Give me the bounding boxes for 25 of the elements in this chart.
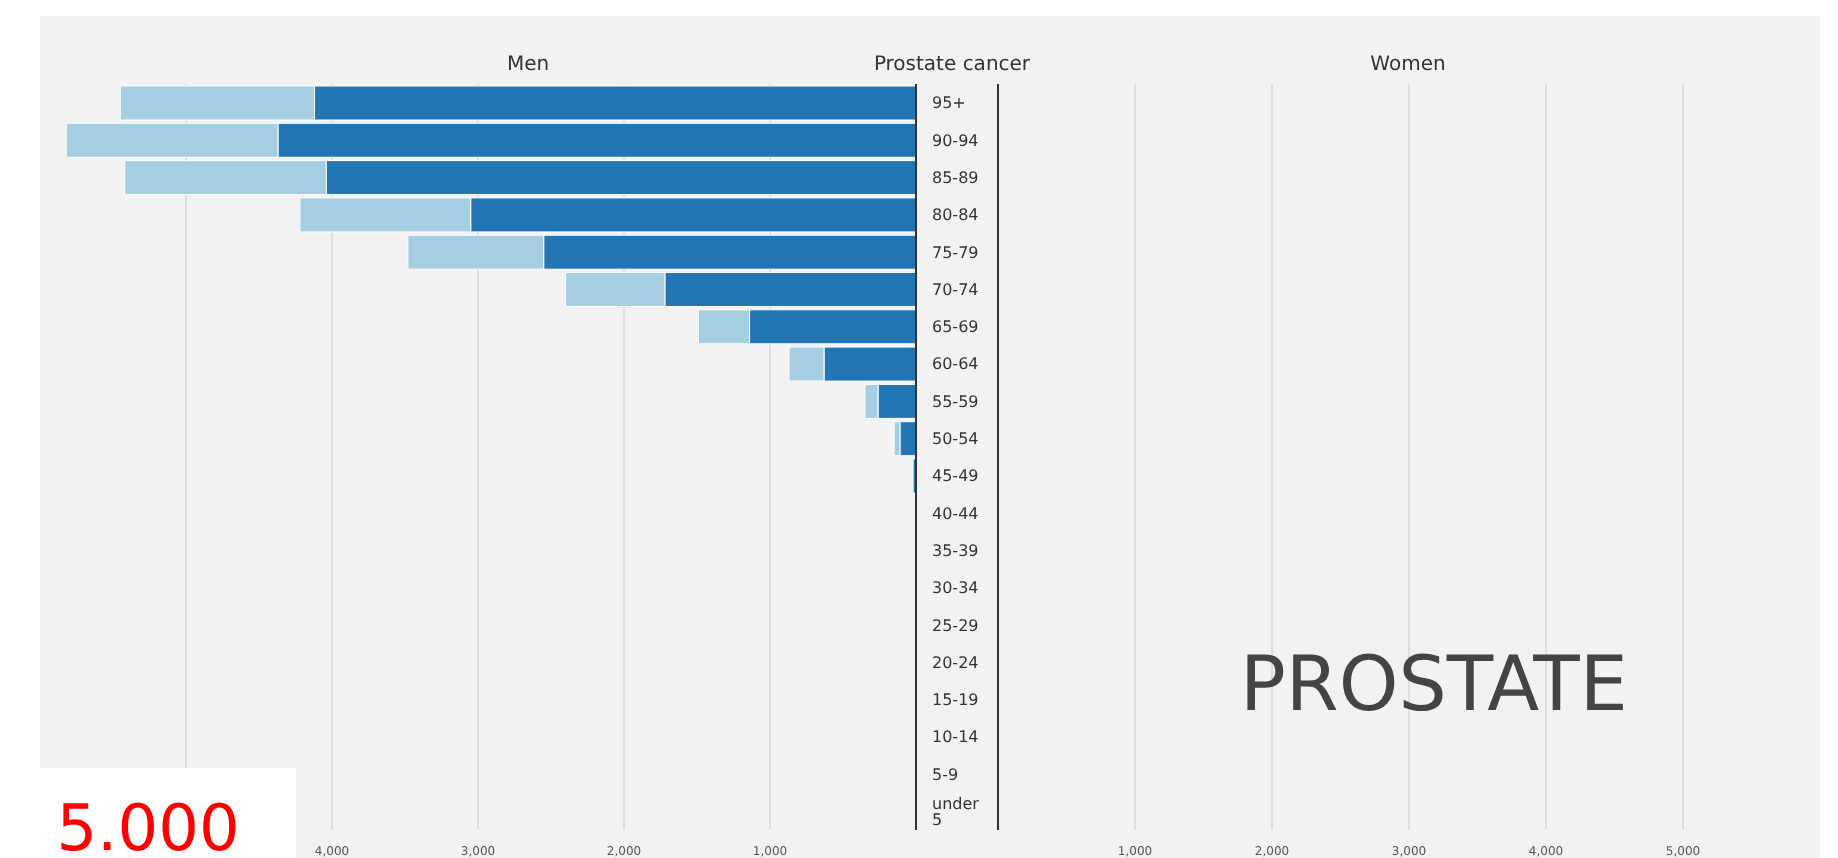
y-tick-label: 20-24 <box>932 653 979 672</box>
y-tick-label: 75-79 <box>932 243 979 262</box>
y-tick-label: 35-39 <box>932 541 979 560</box>
y-tick-label: 80-84 <box>932 206 979 225</box>
y-tick-label: 85-89 <box>932 168 979 187</box>
y-tick-label: 45-49 <box>932 467 979 486</box>
y-tick-label: 5-9 <box>932 765 959 784</box>
y-tick-label: 90-94 <box>932 131 979 150</box>
y-tick-label: 95+ <box>932 94 966 113</box>
chart-title: Men <box>506 54 550 76</box>
y-tick-label: 25-29 <box>932 616 979 635</box>
y-tick-label: 50-54 <box>932 430 979 449</box>
y-tick-label: 65-69 <box>932 318 979 337</box>
annotation: PROSTATE <box>1240 640 1628 728</box>
y-tick-label: 40-44 <box>932 504 979 523</box>
text: Prostate cancer <box>871 54 1033 76</box>
y-tick-label: 60-64 <box>932 355 979 374</box>
y-tick-label: 10-14 <box>932 728 979 747</box>
y-tick-label: under 5 <box>932 795 981 830</box>
y-tick-label: 30-34 <box>932 579 979 598</box>
y-tick-label: 55-59 <box>932 392 979 411</box>
annotation: 5.000 <box>0 768 296 858</box>
chart-title: Women <box>1370 54 1446 76</box>
y-tick-label: 70-74 <box>932 280 979 299</box>
y-tick-label: 15-19 <box>932 691 979 710</box>
